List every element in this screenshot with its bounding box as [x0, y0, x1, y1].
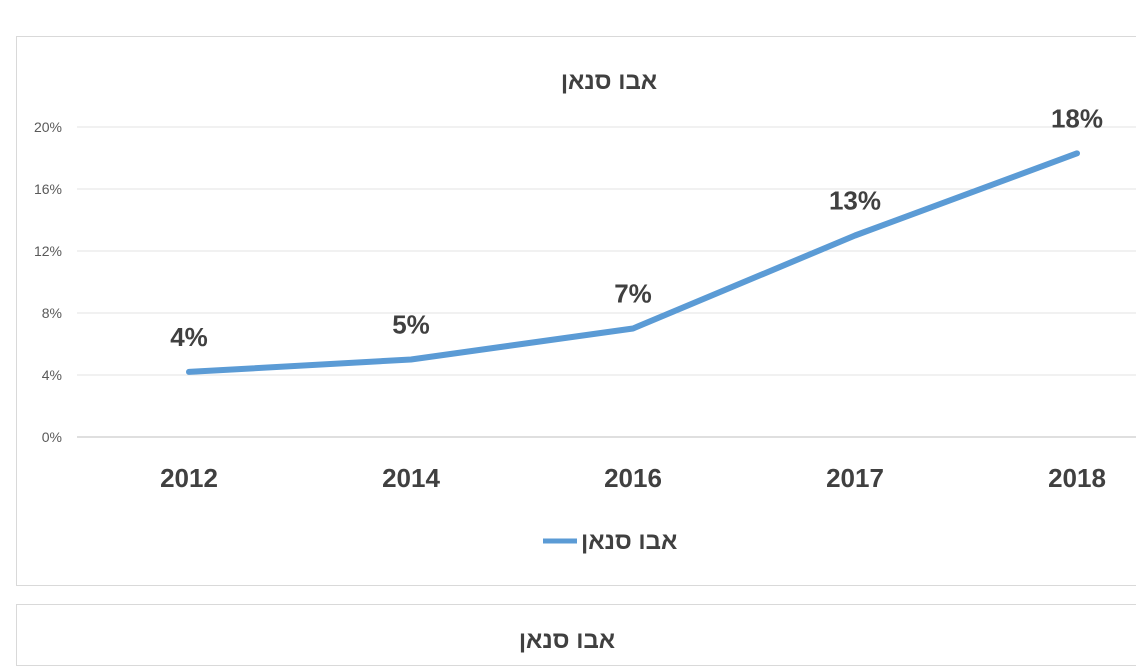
y-tick-label: 16% [34, 181, 62, 197]
data-label: 5% [392, 310, 430, 340]
x-tick-label: 2017 [826, 463, 884, 493]
x-axis-ticks: 2012 2014 2016 2017 2018 [160, 463, 1106, 493]
series-layer [186, 150, 1080, 375]
y-tick-label: 0% [42, 429, 62, 445]
gridlines [77, 126, 1136, 438]
series-line [186, 150, 1080, 375]
x-tick-label: 2016 [604, 463, 662, 493]
legend: אבו סנאן [543, 528, 677, 555]
second-chart-panel: אבו סנאן [16, 604, 1136, 666]
x-tick-label: 2012 [160, 463, 218, 493]
y-tick-label: 20% [34, 119, 62, 135]
chart-title: אבו סנאן [561, 68, 657, 95]
data-point [854, 234, 856, 237]
y-axis-ticks: 0% 4% 8% 12% 16% 20% [34, 119, 62, 445]
second-chart-title: אבו סנאן [518, 627, 616, 654]
line-chart: אבו סנאן 0%4%8%12%16%20% 2012 2014 2016 201… [34, 68, 1136, 555]
data-label: 7% [614, 279, 652, 309]
data-point [410, 358, 412, 361]
y-tick-label: 12% [34, 243, 62, 259]
data-label: 13% [829, 186, 881, 216]
data-labels: 4% 5% 7% 13% 18% [170, 103, 1103, 352]
y-tick-label: 4% [42, 367, 62, 383]
data-point [1076, 152, 1078, 155]
x-tick-label: 2014 [382, 463, 440, 493]
data-point [188, 370, 190, 373]
chart-panel: אבו סנאן 0% 4% 8% 12% 16% 20% 2012 2014 2016 201… [16, 36, 1136, 586]
data-label: 4% [170, 322, 208, 352]
data-label: 18% [1051, 103, 1103, 133]
y-tick-label: 8% [42, 305, 62, 321]
legend-label: אבו סנאן [581, 528, 677, 555]
data-point [632, 327, 634, 330]
x-tick-label: 2018 [1048, 463, 1106, 493]
